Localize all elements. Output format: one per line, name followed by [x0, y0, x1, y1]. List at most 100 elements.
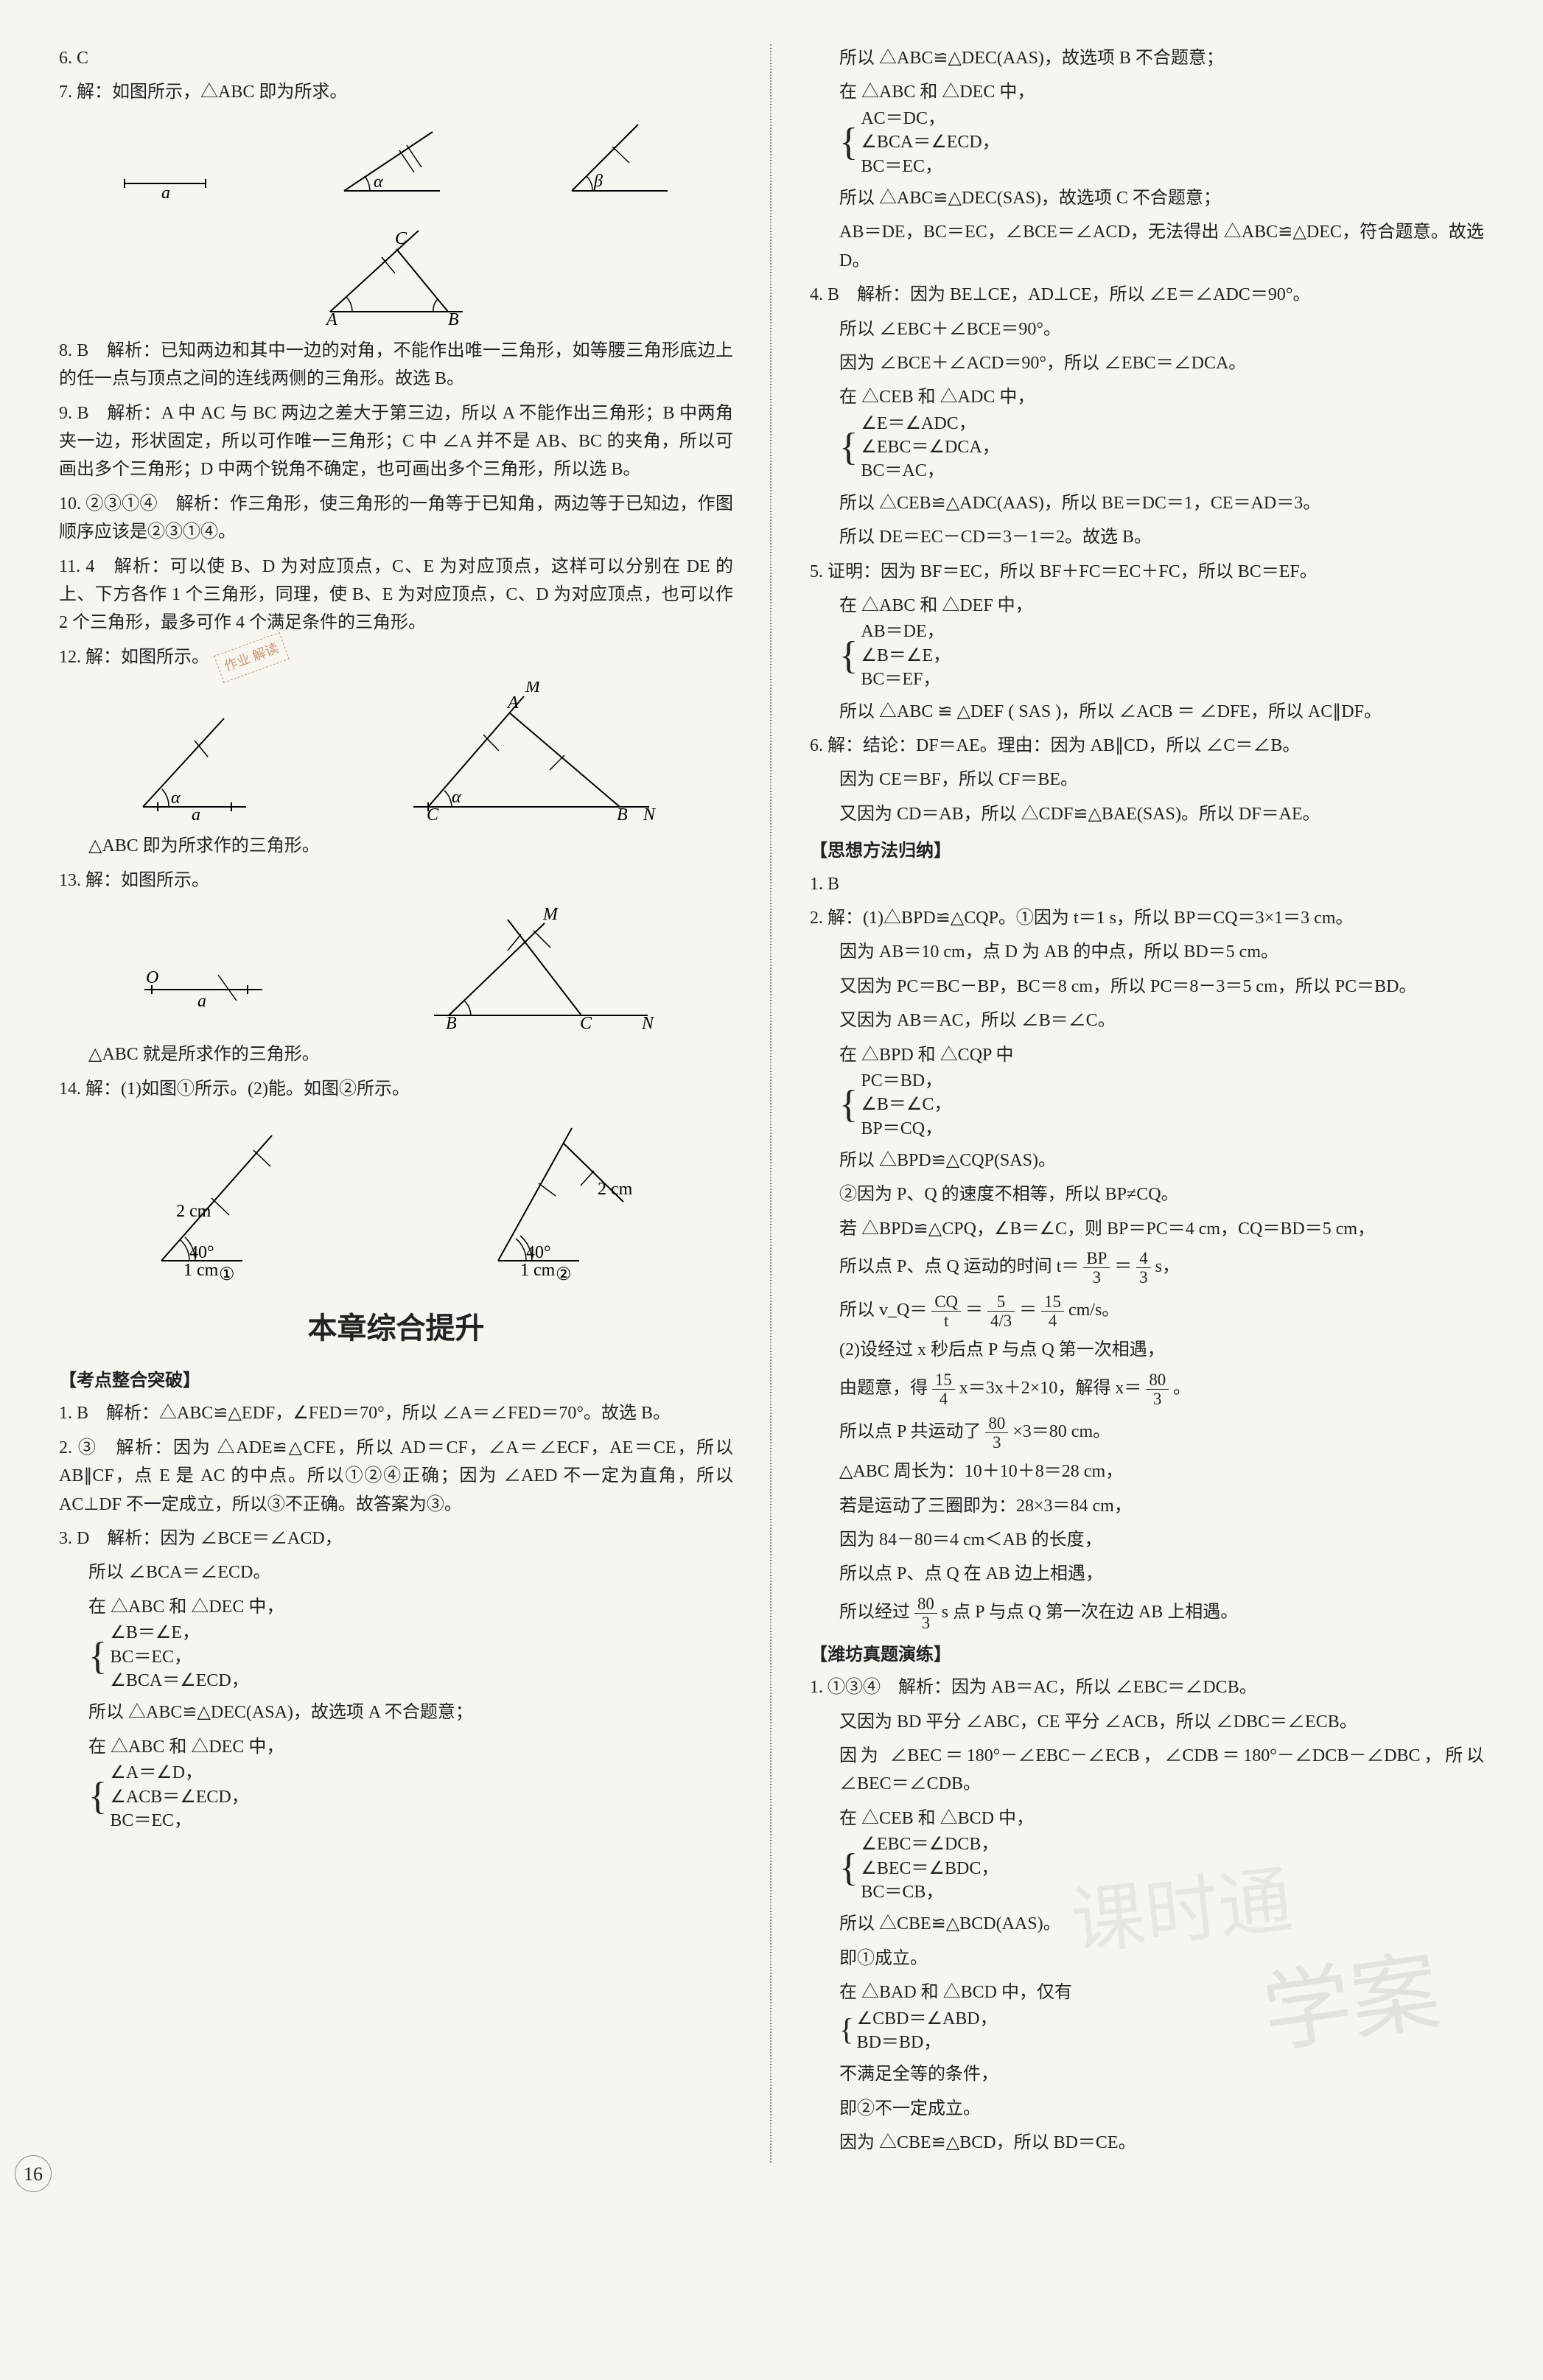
fig7-alpha: α — [329, 117, 455, 206]
w1c: 因为 ∠BEC＝180°－∠EBC－∠ECB，∠CDB＝180°－∠DCB－∠D… — [810, 1742, 1484, 1799]
r4a: 4. B 解析：因为 BE⊥CE，AD⊥CE，所以 ∠E＝∠ADC＝90°。 — [810, 281, 1484, 309]
svg-text:40°: 40° — [526, 1243, 551, 1262]
r5a: 5. 证明：因为 BF＝EC，所以 BF＋FC＝EC＋FC，所以 BC＝EF。 — [810, 558, 1484, 586]
r4b: 所以 ∠EBC＋∠BCE＝90°。 — [810, 315, 1484, 343]
svg-text:β: β — [593, 172, 603, 191]
r3c: 所以 △ABC≌△DEC(SAS)，故选项 C 不合题意； — [810, 184, 1484, 212]
sub-weifang: 【潍坊真题演练】 — [810, 1641, 1484, 1669]
s2n: 若是运动了三圈即为：28×3＝84 cm， — [810, 1492, 1484, 1520]
w1h: 因为 △CBE≌△BCD，所以 BD＝CE。 — [810, 2129, 1484, 2157]
s2e: 所以 △BPD≌△CQP(SAS)。 — [810, 1147, 1484, 1175]
s2p: 所以点 P、点 Q 在 AB 边上相遇， — [810, 1560, 1484, 1588]
k1: 1. B 解析：△ABC≌△EDF，∠FED＝70°，所以 ∠A＝∠FED＝70… — [59, 1399, 733, 1427]
fig12-left: α a — [128, 696, 261, 822]
svg-text:a: a — [197, 992, 206, 1011]
s2j: (2)设经过 x 秒后点 P 与点 Q 第一次相遇， — [810, 1336, 1484, 1364]
svg-text:M: M — [542, 905, 559, 924]
sub-kaodian: 【考点整合突破】 — [59, 1367, 733, 1395]
w1b: 又因为 BD 平分 ∠ABC，CE 平分 ∠ACB，所以 ∠DBC＝∠ECB。 — [810, 1708, 1484, 1736]
s2f: ②因为 P、Q 的速度不相等，所以 BP≠CQ。 — [810, 1180, 1484, 1208]
fig14-2: 2 cm 40° 1 cm ② — [469, 1113, 660, 1283]
svg-text:a: a — [161, 183, 170, 203]
s2k: 由题意，得 154 x＝3x＋2×10，解得 x＝ 803 。 — [810, 1371, 1484, 1408]
w1e: 即①成立。 — [810, 1945, 1484, 1973]
q13: 13. 解：如图所示。 — [59, 867, 733, 895]
w1-brace2: 在 △BAD 和 △BCD 中，仅有 { ∠CBD＝∠ABD， BD＝BD， — [810, 1978, 1484, 2054]
fig-7: a α β — [59, 117, 733, 206]
sub-sixiang: 【思想方法归纳】 — [810, 837, 1484, 865]
r3cont: 所以 △ABC≌△DEC(AAS)，故选项 B 不合题意； — [810, 44, 1484, 72]
fig7-beta: β — [557, 117, 682, 206]
fig13-left: O a — [130, 949, 277, 1030]
fig12-right: α C A M B N — [399, 682, 664, 822]
svg-text:M: M — [525, 682, 542, 696]
svg-text:B: B — [448, 310, 459, 326]
svg-text:α: α — [374, 172, 383, 192]
r5-brace: 在 △ABC 和 △DEF 中， { AB＝DE， ∠B＝∠E， BC＝EF， — [810, 592, 1484, 692]
q11: 11. 4 解析：可以使 B、D 为对应顶点，C、E 为对应顶点，这样可以分别在… — [59, 553, 733, 637]
k3-brace2: 在 △ABC 和 △DEC 中， { ∠A＝∠D， ∠ACB＝∠ECD， BC＝… — [59, 1733, 733, 1833]
svg-text:①: ① — [219, 1265, 235, 1283]
svg-text:O: O — [146, 968, 158, 987]
stamp: 作业 解读 — [214, 632, 289, 683]
fig14-1: 2 cm 40° 1 cm ① — [132, 1113, 323, 1283]
s2d: 又因为 AB＝AC，所以 ∠B＝∠C。 — [810, 1007, 1484, 1035]
column-divider — [770, 44, 773, 2163]
page-number: 16 — [15, 2155, 52, 2192]
fig-13: O a B C M N — [59, 905, 733, 1030]
fig-14: 2 cm 40° 1 cm ① 2 cm 40° 1 cm ② — [59, 1113, 733, 1283]
r6b: 因为 CE＝BF，所以 CF＝BE。 — [810, 766, 1484, 794]
s2a: 2. 解：(1)△BPD≌△CQP。①因为 t＝1 s，所以 BP＝CQ＝3×1… — [810, 904, 1484, 932]
section-title: 本章综合提升 — [59, 1305, 733, 1352]
fig-12: α a α C A M B N — [59, 682, 733, 822]
q9: 9. B 解析：A 中 AC 与 BC 两边之差大于第三边，所以 A 不能作出三… — [59, 399, 733, 484]
s2b: 因为 AB＝10 cm，点 D 为 AB 的中点，所以 BD＝5 cm。 — [810, 938, 1484, 966]
svg-text:B: B — [446, 1014, 457, 1030]
fig-7b: A B C — [59, 216, 733, 326]
r4-brace: 在 △CEB 和 △ADC 中， { ∠E＝∠ADC， ∠EBC＝∠DCA， B… — [810, 383, 1484, 483]
svg-text:2 cm: 2 cm — [598, 1180, 633, 1199]
svg-text:1 cm: 1 cm — [520, 1261, 556, 1280]
svg-text:C: C — [427, 805, 439, 822]
q10: 10. ②③①④ 解析：作三角形，使三角形的一角等于已知角，两边等于已知边，作图… — [59, 490, 733, 547]
svg-text:C: C — [395, 229, 407, 248]
s2o: 因为 84－80＝4 cm＜AB 的长度， — [810, 1526, 1484, 1554]
s2c: 又因为 PC＝BC－BP，BC＝8 cm，所以 PC＝8－3＝5 cm，所以 P… — [810, 973, 1484, 1001]
r3d: AB＝DE，BC＝EC，∠BCE＝∠ACD，无法得出 △ABC≌△DEC，符合题… — [810, 218, 1484, 275]
svg-text:40°: 40° — [189, 1243, 214, 1262]
k3c: 所以 △ABC≌△DEC(ASA)，故选项 A 不合题意； — [59, 1698, 733, 1726]
q7: 7. 解：如图所示，△ABC 即为所求。 — [59, 78, 733, 106]
svg-text:A: A — [506, 693, 519, 713]
r5b: 所以 △ABC ≌ △DEF ( SAS )，所以 ∠ACB ＝ ∠DFE，所以… — [810, 698, 1484, 726]
svg-text:N: N — [643, 805, 657, 822]
k3-brace1: 在 △ABC 和 △DEC 中， { ∠B＝∠E， BC＝EC， ∠BCA＝∠E… — [59, 1593, 733, 1693]
k3b: 所以 ∠BCA＝∠ECD。 — [59, 1558, 733, 1586]
q8: 8. B 解析：已知两边和其中一边的对角，不能作出唯一三角形，如等腰三角形底边上… — [59, 337, 733, 393]
s2g: 若 △BPD≌△CPQ，∠B＝∠C，则 BP＝PC＝4 cm，CQ＝BD＝5 c… — [810, 1215, 1484, 1243]
r4e: 所以 DE＝EC－CD＝3－1＝2。故选 B。 — [810, 523, 1484, 551]
s1: 1. B — [810, 870, 1484, 898]
svg-text:A: A — [325, 310, 337, 326]
s2-brace: 在 △BPD 和 △CQP 中 { PC＝BD， ∠B＝∠C， BP＝CQ， — [810, 1041, 1484, 1141]
r3-brace: 在 △ABC 和 △DEC 中， { AC＝DC， ∠BCA＝∠ECD， BC＝… — [810, 78, 1484, 178]
s2h: 所以点 P、点 Q 运动的时间 t＝ BP3 ＝ 43 s， — [810, 1249, 1484, 1287]
s2m: △ABC 周长为：10＋10＋8＝28 cm， — [810, 1457, 1484, 1485]
svg-text:a: a — [192, 805, 200, 822]
svg-text:B: B — [617, 805, 628, 822]
fig7-segment: a — [110, 139, 228, 206]
r4d: 所以 △CEB≌△ADC(AAS)，所以 BE＝DC＝1，CE＝AD＝3。 — [810, 489, 1484, 517]
s2q: 所以经过 803 s 点 P 与点 Q 第一次在边 AB 上相遇。 — [810, 1595, 1484, 1632]
svg-text:α: α — [171, 788, 181, 808]
k2: 2. ③ 解析：因为 △ADE≌△CFE，所以 AD＝CF，∠A＝∠ECF，AE… — [59, 1434, 733, 1519]
svg-text:②: ② — [556, 1265, 572, 1283]
r4c: 因为 ∠BCE＋∠ACD＝90°，所以 ∠EBC＝∠DCA。 — [810, 349, 1484, 377]
s2l: 所以点 P 共运动了 803 ×3＝80 cm。 — [810, 1414, 1484, 1452]
k3a: 3. D 解析：因为 ∠BCE＝∠ACD， — [59, 1525, 733, 1553]
fig7-triangle: A B C — [301, 216, 492, 326]
svg-text:α: α — [452, 788, 461, 807]
fig13-right: B C M N — [419, 905, 662, 1030]
w1a: 1. ①③④ 解析：因为 AB＝AC，所以 ∠EBC＝∠DCB。 — [810, 1673, 1484, 1701]
fig13-caption: △ABC 就是所求作的三角形。 — [59, 1040, 733, 1068]
w1d: 所以 △CBE≌△BCD(AAS)。 — [810, 1910, 1484, 1938]
r6c: 又因为 CD＝AB，所以 △CDF≌△BAE(SAS)。所以 DF＝AE。 — [810, 800, 1484, 828]
